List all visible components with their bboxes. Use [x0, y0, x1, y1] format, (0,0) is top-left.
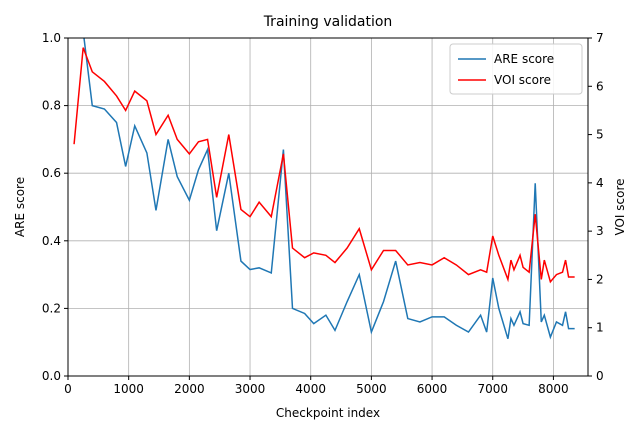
y2-tick-label: 3: [596, 224, 604, 238]
x-tick-label: 3000: [235, 382, 266, 396]
x-tick-label: 2000: [174, 382, 205, 396]
plot-frame: [67, 37, 589, 377]
y-tick-label: 0.2: [42, 301, 61, 315]
x-tick-label: 1000: [113, 382, 144, 396]
x-tick-label: 0: [64, 382, 72, 396]
y-tick-label: 0.8: [42, 99, 61, 113]
chart-title: Training validation: [263, 14, 393, 30]
y2-tick-label: 0: [596, 369, 604, 383]
y-tick-label: 0.6: [42, 166, 61, 180]
y-tick-label: 1.0: [42, 31, 61, 45]
x-tick-label: 4000: [295, 382, 326, 396]
x-tick-label: 5000: [356, 382, 387, 396]
y2-tick-label: 5: [596, 128, 604, 142]
y2-tick-label: 4: [596, 176, 604, 190]
y-tick-label: 0.4: [42, 234, 61, 248]
y2-tick-label: 2: [596, 272, 604, 286]
y2-tick-label: 7: [596, 31, 604, 45]
legend-label: VOI score: [494, 73, 551, 87]
x-tick-label: 7000: [477, 382, 508, 396]
y2-axis-label: VOI score: [613, 178, 627, 235]
x-axis-label: Checkpoint index: [276, 406, 380, 420]
y-tick-label: 0.0: [42, 369, 61, 383]
series-line: [83, 38, 575, 340]
y-axis-label: ARE score: [13, 177, 27, 237]
x-tick-label: 8000: [538, 382, 569, 396]
plot-lines: [73, 38, 575, 340]
y2-tick-label: 6: [596, 79, 604, 93]
legend-box: [449, 43, 583, 95]
x-tick-label: 6000: [417, 382, 448, 396]
series-line: [73, 47, 575, 284]
legend-label: ARE score: [494, 52, 554, 66]
y2-tick-label: 1: [596, 321, 604, 335]
